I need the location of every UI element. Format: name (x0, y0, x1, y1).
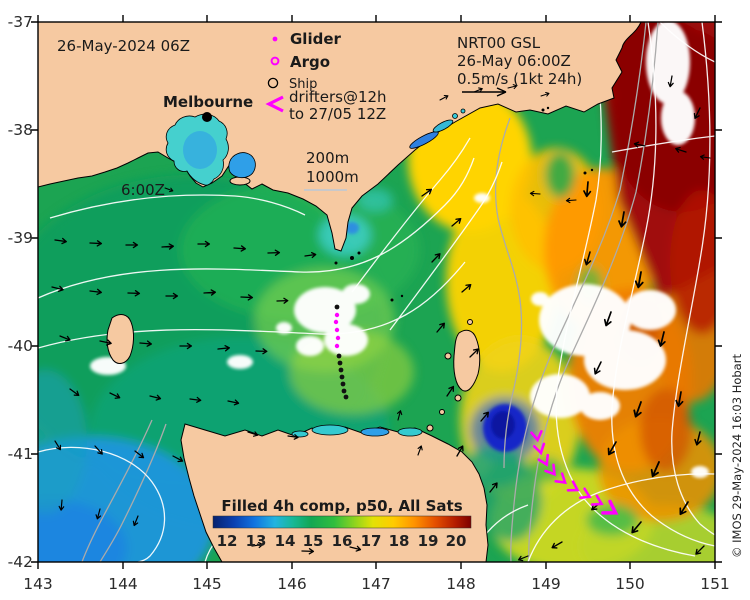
y-tick-label: -38 (8, 121, 33, 139)
ship-track (334, 304, 349, 400)
city-label: Melbourne (163, 93, 253, 111)
cloud-gaps (90, 22, 709, 506)
legend-glider-label: Glider (290, 30, 342, 48)
colorbar-tick: 15 (303, 532, 324, 550)
y-tick-label: -41 (8, 445, 33, 463)
x-tick-label: 147 (361, 575, 391, 593)
depth-200-label: 200m (306, 149, 349, 167)
y-tick-label: -42 (8, 553, 33, 571)
colorbar-tick: 12 (217, 532, 238, 550)
tas-estuary-1 (311, 424, 349, 436)
colorbar-tick: 18 (389, 532, 410, 550)
x-tick-label: 146 (277, 575, 307, 593)
axes-frame (31, 15, 722, 569)
tas-estuary-3 (397, 427, 423, 437)
y-axis-labels: -37 -38 -39 -40 -41 -42 (8, 13, 33, 571)
legend-drifters-line2: to 27/05 12Z (289, 105, 386, 123)
colorbar-tick-labels: 12 13 14 15 16 17 18 19 20 (217, 532, 467, 550)
x-tick-label: 148 (446, 575, 476, 593)
colorbar-gradient (212, 515, 472, 529)
flinders-island (453, 329, 481, 392)
colorbar-tick: 17 (361, 532, 382, 550)
x-tick-label: 151 (700, 575, 730, 593)
ssh-contours (38, 22, 715, 562)
glider-marker (272, 36, 278, 42)
king-island (106, 314, 134, 364)
glider-track (333, 312, 341, 349)
drifter-marker (265, 95, 284, 113)
x-tick-label: 150 (615, 575, 645, 593)
y-tick-label: -40 (8, 337, 33, 355)
velocity-product-label: NRT00 GSL (457, 34, 541, 52)
colorbar-tick: 16 (332, 532, 353, 550)
legend-argo-label: Argo (290, 53, 330, 71)
depth-1000-label: 1000m (306, 168, 359, 186)
y-tick-label: -39 (8, 229, 33, 247)
x-tick-label: 144 (108, 575, 138, 593)
colorbar-tick: 14 (275, 532, 296, 550)
colorbar-tick: 19 (418, 532, 439, 550)
tick-marks (31, 15, 722, 569)
tas-estuary-2 (360, 427, 390, 437)
tas-estuary-4 (291, 430, 309, 438)
velocity-scale-arrow (462, 87, 507, 97)
islets (334, 106, 594, 302)
mainland-victoria (38, 22, 642, 252)
legend-drifters-line1: drifters@12h (289, 88, 387, 106)
depth-key: 200m 1000m (304, 149, 359, 191)
velocity-key: NRT00 GSL 26-May 06:00Z 0.5m/s (1kt 24h) (457, 34, 582, 97)
bays (165, 108, 466, 438)
legend: Glider Argo Ship drifters@12h to 27/05 1… (265, 30, 387, 123)
x-tick-label: 145 (192, 575, 222, 593)
y-tick-label: -37 (8, 13, 33, 31)
colorbar: Filled 4h comp, p50, All Sats 12 13 14 1… (212, 497, 472, 550)
x-tick-label: 149 (531, 575, 561, 593)
bathymetry-contours (81, 22, 659, 562)
gippsland-lake-2 (432, 119, 454, 133)
legend-ship-label: Ship (289, 77, 317, 92)
velocity-scale-label: 0.5m/s (1kt 24h) (457, 70, 582, 88)
colorbar-tick: 20 (446, 532, 467, 550)
x-tick-label: 143 (23, 575, 53, 593)
x-axis-labels: 143 144 145 146 147 148 149 150 151 (23, 575, 730, 593)
date-label: 26-May-2024 06Z (57, 37, 190, 55)
credit-label: © IMOS 29-May-2024 16:03 Hobart (730, 354, 744, 558)
western-port (228, 152, 256, 179)
ship-marker (267, 77, 279, 89)
colorbar-tick: 13 (246, 532, 267, 550)
sst-field (38, 22, 715, 562)
phillip-island (229, 176, 251, 186)
colorbar-title: Filled 4h comp, p50, All Sats (221, 497, 462, 515)
time-label: 6:00Z (121, 181, 165, 199)
argo-marker (270, 56, 280, 66)
gippsland-lake-1 (409, 131, 439, 149)
city-marker (202, 112, 212, 122)
velocity-time-label: 26-May 06:00Z (457, 52, 571, 70)
